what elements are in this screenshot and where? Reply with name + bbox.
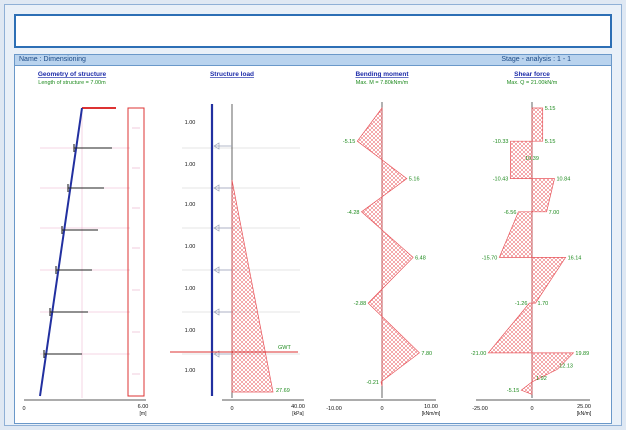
shear-value-label: -10.43 — [493, 177, 509, 183]
moment-subtitle: Max. M = 7.80kNm/m — [356, 80, 409, 86]
load-segment-7: 1.00 — [185, 368, 196, 374]
geometry-axis-tick-1: 6.00 — [138, 404, 149, 410]
pile-profile — [127, 107, 145, 397]
water-table-label: GWT — [278, 345, 291, 351]
geometry-axis-unit: [m] — [140, 411, 148, 417]
shear-value-label: -21.00 — [471, 351, 487, 357]
load-segment-1: 1.00 — [185, 120, 196, 126]
moment-axis-tick-1: 0 — [380, 406, 383, 412]
shear-value-label: 12.13 — [559, 363, 573, 369]
shear-axis-tick-2: 25.00 — [577, 404, 591, 410]
shear-value-label: 10.39 — [525, 156, 539, 162]
anchors — [43, 144, 112, 358]
geometry-axis-tick-0: 0 — [22, 406, 25, 412]
shear-force-chart: 5.15 -10.33 5.15 10.39 -10.43 10.84 -6.56 7.00 -… — [471, 106, 589, 395]
shear-value-label: -10.33 — [493, 139, 509, 145]
anchor-force-arrows — [213, 142, 232, 358]
shear-value-label: -5.15 — [507, 388, 520, 394]
geometry-title: Geometry of structure — [38, 71, 107, 78]
load-axis-tick-0: 0 — [230, 406, 233, 412]
load-segment-3: 1.00 — [185, 202, 196, 208]
moment-value-label: -0.21 — [366, 380, 379, 386]
shear-value-label: 5.15 — [545, 139, 556, 145]
shear-value-label: 5.15 — [545, 106, 556, 112]
shear-value-label: 16.14 — [568, 255, 582, 261]
moment-value-label: -4.28 — [347, 210, 360, 216]
load-axis-tick-1: 40.00 — [291, 404, 305, 410]
top-empty-box — [14, 14, 612, 48]
moment-axis-tick-2: 10.00 — [424, 404, 438, 410]
shear-value-label: 1.70 — [538, 301, 549, 307]
bending-moment-chart: -5.15 5.16 -4.28 6.48 -2.88 7.80 -0.21 — [343, 106, 432, 387]
load-bottom-value: 27.69 — [276, 388, 290, 394]
shear-axis-unit: [kN/m] — [577, 411, 592, 417]
moment-area — [356, 106, 420, 387]
shear-value-label: -1.26 — [515, 301, 528, 307]
moment-axis-tick-0: -10.00 — [326, 406, 342, 412]
moment-value-label: 5.16 — [409, 177, 420, 183]
shear-value-label: -15.70 — [482, 255, 498, 261]
load-segment-5: 1.00 — [185, 286, 196, 292]
moment-value-label: 7.80 — [421, 351, 432, 357]
shear-title: Shear force — [514, 71, 550, 78]
shear-area — [487, 107, 575, 395]
shear-axis-tick-1: 0 — [530, 406, 533, 412]
stage-label: Stage - analysis : 1 - 1 — [501, 56, 571, 63]
moment-value-label: 6.48 — [415, 255, 426, 261]
load-segment-2: 1.00 — [185, 162, 196, 168]
load-segment-6: 1.00 — [185, 328, 196, 334]
shear-axis-tick-0: -25.00 — [472, 406, 488, 412]
shear-value-label: 10.84 — [557, 177, 571, 183]
shear-value-label: -6.56 — [504, 210, 517, 216]
geometry-subtitle: Length of structure = 7.00m — [38, 80, 106, 86]
moment-axis-unit: [kNm/m] — [422, 411, 441, 417]
retaining-wall — [39, 107, 83, 397]
pile-profile-marks — [132, 127, 140, 375]
moment-title: Bending moment — [355, 71, 409, 78]
shear-subtitle: Max. Q = 21.00kN/m — [507, 80, 558, 86]
earth-pressure-diagram — [231, 179, 274, 393]
load-title: Structure load — [210, 71, 254, 78]
panel-name-label: Name : Dimensioning — [19, 56, 86, 63]
moment-value-label: -2.88 — [354, 301, 367, 307]
moment-value-label: -5.15 — [343, 139, 356, 145]
shear-value-label: 7.00 — [549, 210, 560, 216]
load-segment-4: 1.00 — [185, 244, 196, 250]
shear-value-label: 1.92 — [536, 376, 547, 382]
load-axis-unit: [kPa] — [292, 411, 304, 417]
panel-header-bar: Name : Dimensioning Stage - analysis : 1… — [15, 55, 611, 66]
shear-value-label: 19.89 — [575, 351, 589, 357]
